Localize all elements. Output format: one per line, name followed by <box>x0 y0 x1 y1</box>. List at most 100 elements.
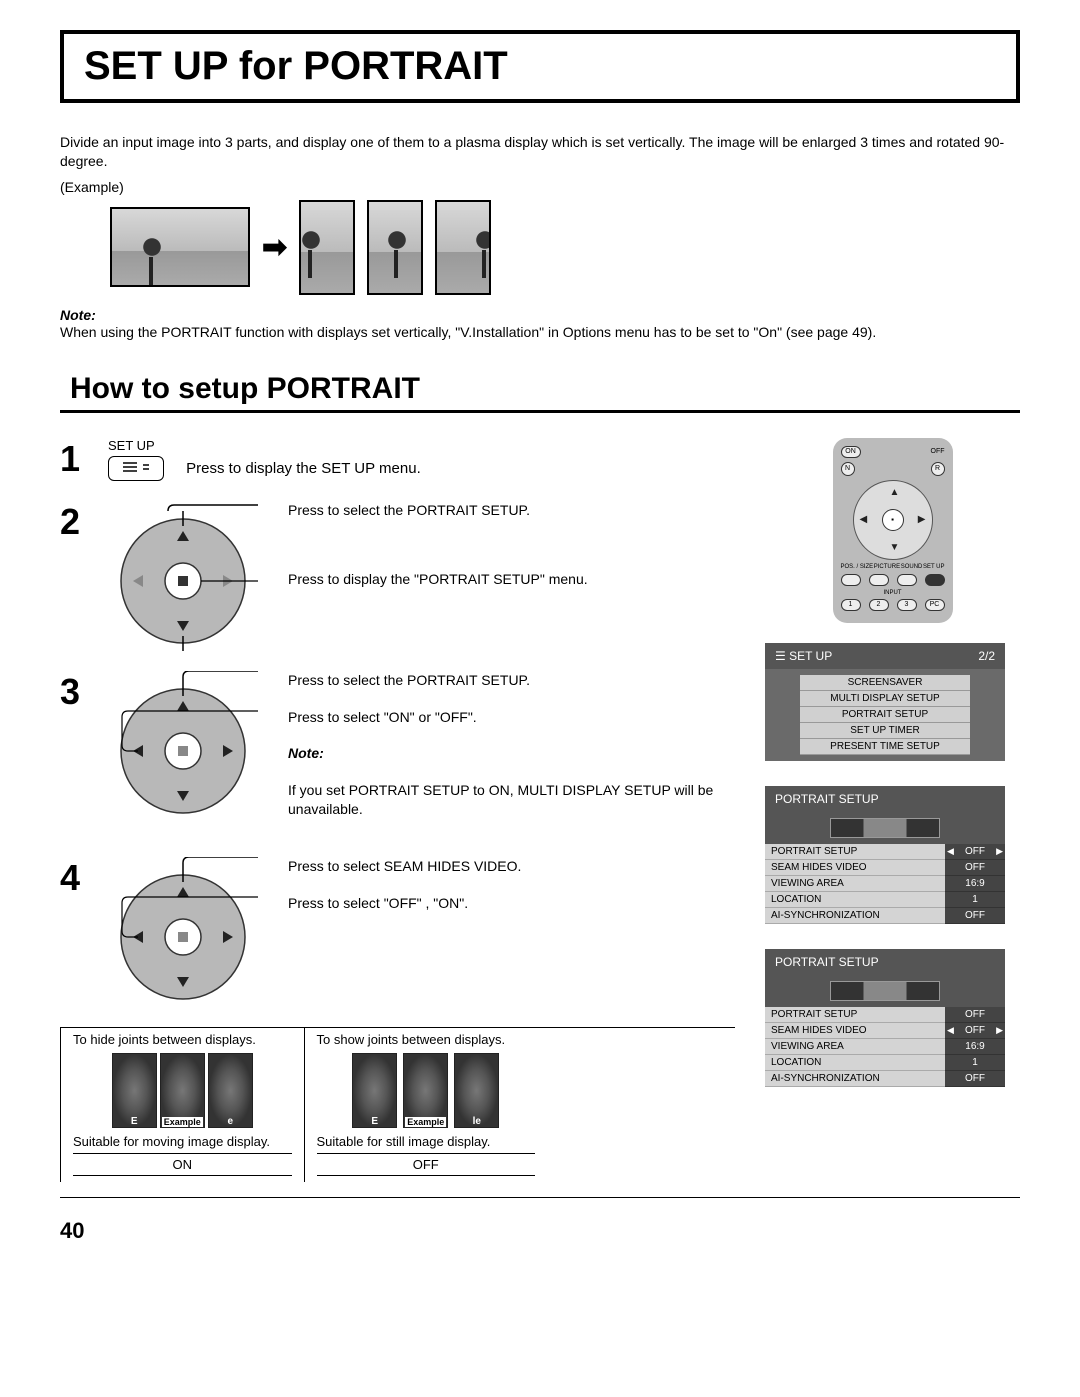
setup-button-caption: SET UP <box>108 438 421 453</box>
step-3-note-label: Note: <box>288 744 735 763</box>
example-slice-2 <box>367 200 423 295</box>
seam-show-title: To show joints between displays. <box>317 1032 536 1047</box>
osd-row-value: OFF <box>945 860 1005 876</box>
section-heading: How to setup PORTRAIT <box>60 372 1020 413</box>
osd-preview <box>765 812 1005 844</box>
seam-show-value: OFF <box>317 1154 536 1176</box>
osd-row-label: SEAM HIDES VIDEO <box>765 860 945 876</box>
example-slice-3 <box>435 200 491 295</box>
remote-pill-icon <box>869 574 889 586</box>
osd-item: PORTRAIT SETUP <box>800 707 970 723</box>
osd-row-label: LOCATION <box>765 892 945 908</box>
step-4: 4 Press to select SEAM HIDES VIDEO. <box>60 857 735 1007</box>
osd-row-label: LOCATION <box>765 1055 945 1071</box>
page-number: 40 <box>60 1218 1020 1244</box>
osd-row: VIEWING AREA16:9 <box>765 1039 1005 1055</box>
step-1-number: 1 <box>60 438 88 480</box>
step-2-line2: Press to display the "PORTRAIT SETUP" me… <box>288 570 735 589</box>
step-3-number: 3 <box>60 671 88 713</box>
osd-portrait-menu-1: PORTRAIT SETUP PORTRAIT SETUP◀OFF▶SEAM H… <box>765 786 1005 924</box>
osd-row: VIEWING AREA16:9 <box>765 876 1005 892</box>
step-4-line1: Press to select SEAM HIDES VIDEO. <box>288 857 735 876</box>
osd-portrait-menu-2: PORTRAIT SETUP PORTRAIT SETUPOFFSEAM HID… <box>765 949 1005 1087</box>
seam-col-hide: To hide joints between displays. E Examp… <box>60 1028 305 1182</box>
osd-row: LOCATION1 <box>765 1055 1005 1071</box>
osd-row: AI-SYNCHRONIZATIONOFF <box>765 1071 1005 1087</box>
osd-row-value: 1 <box>945 1055 1005 1071</box>
step-4-number: 4 <box>60 857 88 899</box>
example-slice-1 <box>299 200 355 295</box>
remote-input-1: 1 <box>841 599 861 611</box>
osd-row-label: PORTRAIT SETUP <box>765 844 945 860</box>
remote-setup-button <box>925 574 945 586</box>
example-diagram: ➡ <box>110 200 1020 295</box>
seam-show-image: E Example le <box>317 1053 536 1128</box>
osd-setup-menu: ☰ SET UP 2/2 SCREENSAVER MULTI DISPLAY S… <box>765 643 1005 761</box>
osd-row-value: OFF <box>945 1071 1005 1087</box>
seam-hide-caption: Suitable for moving image display. <box>73 1134 292 1154</box>
remote-r-button: R <box>931 462 945 476</box>
remote-pill-icon <box>897 574 917 586</box>
osd-row-value: 16:9 <box>945 876 1005 892</box>
osd-row-value: ◀OFF▶ <box>945 1023 1005 1039</box>
remote-center-button: ▪ <box>882 509 904 531</box>
example-label: (Example) <box>60 179 1020 195</box>
osd-item: SCREENSAVER <box>800 675 970 691</box>
seam-col-show: To show joints between displays. E Examp… <box>305 1028 736 1182</box>
remote-input-2: 2 <box>869 599 889 611</box>
intro-text: Divide an input image into 3 parts, and … <box>60 133 1020 171</box>
step-3: 3 Press to select the PORTRAIT SETUP. <box>60 671 735 837</box>
osd-preview <box>765 975 1005 1007</box>
osd-row-value: ◀OFF▶ <box>945 844 1005 860</box>
remote-control-diagram: ON OFF N R ▲ ▼ ◀ ▶ ▪ POS. / SIZEPICTURES… <box>833 438 953 623</box>
remote-on-button: ON <box>841 446 861 458</box>
step-3-line1: Press to select the PORTRAIT SETUP. <box>288 671 735 690</box>
remote-input-pc: PC <box>925 599 945 611</box>
note-text: When using the PORTRAIT function with di… <box>60 323 1020 342</box>
setup-button-icon <box>108 456 164 481</box>
osd-row-label: VIEWING AREA <box>765 876 945 892</box>
osd-row: SEAM HIDES VIDEOOFF <box>765 860 1005 876</box>
osd-row-value: 1 <box>945 892 1005 908</box>
title-box: SET UP for PORTRAIT <box>60 30 1020 103</box>
osd-item: SET UP TIMER <box>800 723 970 739</box>
osd-setup-title: ☰ SET UP <box>775 649 832 663</box>
example-source-image <box>110 207 250 287</box>
seam-hide-image: E Example e <box>73 1053 292 1128</box>
osd-row: PORTRAIT SETUP◀OFF▶ <box>765 844 1005 860</box>
remote-pill-icon <box>841 574 861 586</box>
step-1: 1 SET UP Press to display the SET UP men… <box>60 438 735 481</box>
arrow-icon: ➡ <box>262 230 287 265</box>
osd-item: PRESENT TIME SETUP <box>800 739 970 755</box>
osd-portrait1-title: PORTRAIT SETUP <box>775 792 879 806</box>
remote-off-label: OFF <box>931 448 945 455</box>
dpad-diagram <box>108 501 258 651</box>
remote-n-button: N <box>841 462 855 476</box>
step-1-text: Press to display the SET UP menu. <box>186 460 421 477</box>
step-3-note-text: If you set PORTRAIT SETUP to ON, MULTI D… <box>288 781 735 819</box>
osd-row-label: AI-SYNCHRONIZATION <box>765 908 945 924</box>
osd-row-value: 16:9 <box>945 1039 1005 1055</box>
seam-comparison-table: To hide joints between displays. E Examp… <box>60 1027 735 1182</box>
step-2: 2 Press to select the <box>60 501 735 651</box>
osd-row: PORTRAIT SETUPOFF <box>765 1007 1005 1023</box>
seam-hide-title: To hide joints between displays. <box>73 1032 292 1047</box>
remote-input-3: 3 <box>897 599 917 611</box>
note-label: Note: <box>60 307 1020 323</box>
osd-row-label: SEAM HIDES VIDEO <box>765 1023 945 1039</box>
osd-item: MULTI DISPLAY SETUP <box>800 691 970 707</box>
seam-hide-value: ON <box>73 1154 292 1176</box>
dpad-diagram <box>108 671 258 821</box>
osd-row: LOCATION1 <box>765 892 1005 908</box>
remote-dpad: ▲ ▼ ◀ ▶ ▪ <box>853 480 933 560</box>
dpad-diagram <box>108 857 258 1007</box>
osd-row: SEAM HIDES VIDEO◀OFF▶ <box>765 1023 1005 1039</box>
step-3-line2: Press to select "ON" or "OFF". <box>288 708 735 727</box>
osd-row-label: VIEWING AREA <box>765 1039 945 1055</box>
step-2-number: 2 <box>60 501 88 543</box>
osd-row-label: AI-SYNCHRONIZATION <box>765 1071 945 1087</box>
step-4-line2: Press to select "OFF" , "ON". <box>288 894 735 913</box>
remote-input-label: INPUT <box>841 590 945 596</box>
osd-setup-page: 2/2 <box>978 649 995 663</box>
osd-row-label: PORTRAIT SETUP <box>765 1007 945 1023</box>
